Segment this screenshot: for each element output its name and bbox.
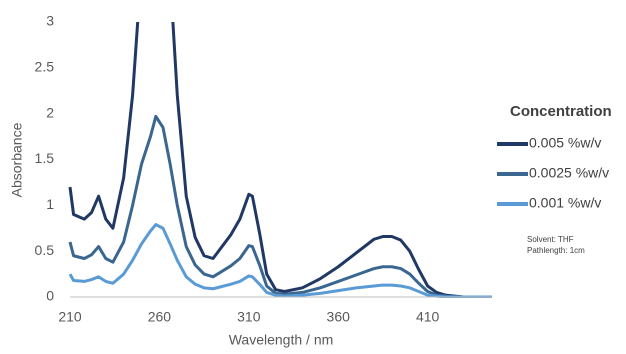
- series-line: [68, 114, 492, 298]
- y-tick-label: 3: [46, 13, 54, 29]
- x-tick-label: 260: [148, 309, 172, 325]
- y-tick-label: 2.5: [35, 59, 55, 75]
- y-axis-label: Absorbance: [9, 122, 25, 197]
- plot-area: [68, 22, 492, 298]
- legend-title: Concentration: [510, 103, 612, 120]
- legend-label: 0.005 %w/v: [529, 135, 601, 151]
- y-tick-label: 1: [46, 196, 54, 212]
- x-axis-label: Wavelength / nm: [229, 332, 334, 348]
- x-tick-label: 410: [416, 309, 440, 325]
- annotation: Pathlength: 1cm: [527, 246, 585, 255]
- x-tick-label: 360: [327, 309, 351, 325]
- annotation: Solvent: THF: [527, 235, 574, 244]
- y-tick-label: 0.5: [35, 242, 55, 258]
- y-tick-label: 0: [46, 288, 54, 304]
- y-tick-label: 1.5: [35, 150, 55, 166]
- y-tick-label: 2: [46, 104, 54, 120]
- legend-label: 0.0025 %w/v: [529, 165, 609, 181]
- series-line: [68, 22, 492, 298]
- x-tick-label: 210: [58, 309, 82, 325]
- x-tick-label: 310: [237, 309, 261, 325]
- series-line: [68, 223, 492, 298]
- legend-label: 0.001 %w/v: [529, 195, 601, 211]
